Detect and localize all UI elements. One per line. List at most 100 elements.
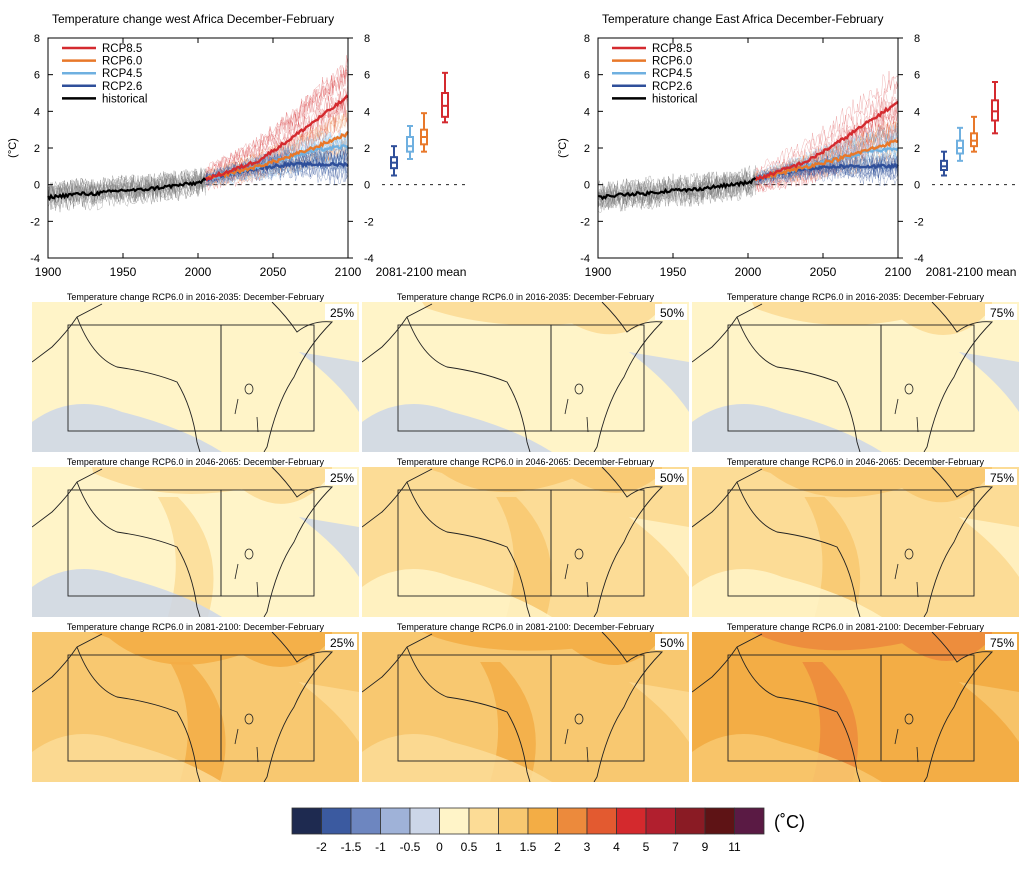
map-percentile-box [325, 469, 357, 485]
ensemble-member-RCP4.5 [205, 148, 349, 187]
map-warmer-band [802, 662, 859, 782]
ensemble-member-RCP4.5 [205, 152, 349, 188]
y-tick-label-right: 0 [364, 180, 370, 192]
map-cooler-coastal-region [362, 569, 552, 617]
map-panel-mid-75: Temperature change RCP6.0 in 2046-2065: … [692, 455, 1019, 617]
map-cooler-coastal-region [692, 404, 882, 452]
map-panel-late-75: Temperature change RCP6.0 in 2081-2100: … [692, 620, 1019, 782]
map-percentile-label: 75% [990, 636, 1014, 650]
y-tick-label: 0 [584, 180, 590, 192]
map-lake-tanganyika [564, 728, 569, 745]
y-tick-label: -2 [580, 216, 590, 228]
map-coastline-west [362, 303, 531, 452]
temperature-colorbar: -2 -1.5 -1 -0.5 0 0.5 1 1.5 2 3 4 5 7 9 11 (˚C) [290, 805, 810, 865]
y-tick-label: 4 [34, 106, 40, 118]
ensemble-member-RCP8.5 [205, 87, 349, 181]
map-lake-tanganyika [234, 728, 239, 745]
map-coastline-west [362, 633, 531, 782]
x-tick-label: 1950 [110, 265, 137, 279]
boxplot-RCP6.0 [970, 115, 978, 153]
x-tick-label: 1900 [585, 265, 612, 279]
x-tick-label: 2000 [185, 265, 212, 279]
map-lake-malawi [256, 746, 259, 763]
map-coastline-west [362, 468, 531, 617]
legend-label: historical [102, 93, 147, 105]
colorbar-swatch [498, 807, 529, 835]
x-tick-label: 1900 [35, 265, 62, 279]
map-lake-malawi [256, 581, 259, 598]
ensemble-member-RCP8.5 [205, 102, 349, 188]
colorbar-swatch [734, 807, 765, 835]
boxplot-RCP8.5 [991, 81, 999, 135]
map-lake-malawi [586, 581, 589, 598]
ensemble-member-RCP2.6 [755, 165, 899, 185]
map-title-strip [692, 290, 1019, 302]
map-title-strip [362, 455, 689, 467]
map-coastline-west [692, 633, 861, 782]
y-tick-label: 4 [584, 106, 590, 118]
ensemble-member-RCP2.6 [205, 159, 349, 185]
map-cooler-coastal-region [32, 734, 222, 782]
map-percentile-label: 50% [660, 471, 684, 485]
legend-label: RCP6.0 [102, 56, 142, 68]
map-panel-early-75: Temperature change RCP6.0 in 2016-2035: … [692, 290, 1019, 452]
ensemble-member-RCP6.0 [755, 146, 899, 188]
ensemble-member-RCP8.5 [205, 65, 349, 175]
ensemble-member-RCP4.5 [755, 152, 899, 186]
colorbar-tick-label: 0.5 [461, 840, 478, 854]
map-lake-victoria [574, 383, 584, 395]
colorbar-tick-label: -1.5 [341, 840, 362, 854]
boxplot-RCP4.5 [406, 125, 414, 160]
map-title-strip [692, 455, 1019, 467]
x-tick-label: 2000 [735, 265, 762, 279]
map-region-east-box [550, 654, 645, 762]
ensemble-member-RCP8.5 [205, 70, 349, 176]
map-lake-victoria [904, 383, 914, 395]
map-lake-victoria [244, 383, 254, 395]
map-warmer-region [422, 302, 662, 335]
map-panel-title: Temperature change RCP6.0 in 2046-2065: … [727, 457, 985, 467]
map-lake-malawi [256, 416, 259, 433]
map-panel-title: Temperature change RCP6.0 in 2016-2035: … [67, 292, 325, 302]
map-percentile-label: 25% [330, 306, 354, 320]
ensemble-member-RCP2.6 [755, 165, 899, 187]
map-region-east-box [550, 324, 645, 432]
map-panel-title: Temperature change RCP6.0 in 2016-2035: … [397, 292, 655, 302]
map-coastline-west [32, 633, 201, 782]
map-panel-mid-50: Temperature change RCP6.0 in 2046-2065: … [362, 455, 689, 617]
legend-label: RCP2.6 [102, 81, 142, 93]
map-lake-tanganyika [564, 563, 569, 580]
boxplot-RCP4.5 [956, 126, 964, 162]
mean-line-historical [47, 177, 207, 202]
x-tick-label: 2100 [335, 265, 362, 279]
ensemble-member-RCP8.5 [205, 70, 349, 178]
west-africa-timeseries-panel: Temperature change west Africa December-… [0, 0, 500, 285]
ensemble-member-RCP8.5 [755, 121, 899, 192]
map-warmer-band [480, 662, 536, 782]
ensemble-member-RCP4.5 [205, 140, 349, 183]
map-percentile-box [325, 634, 357, 650]
ensemble-member-RCP6.0 [205, 113, 349, 178]
boxplot-RCP2.6 [940, 150, 948, 177]
map-percentile-label: 25% [330, 471, 354, 485]
map-percentile-label: 25% [330, 636, 354, 650]
map-coastline-west [32, 303, 201, 452]
ensemble-member-RCP2.6 [755, 156, 899, 181]
map-panel-title: Temperature change RCP6.0 in 2016-2035: … [727, 292, 985, 302]
map-percentile-box [655, 469, 687, 485]
map-lake-malawi [586, 746, 589, 763]
map-percentile-box [985, 304, 1017, 320]
colorbar-swatch [380, 807, 411, 835]
colorbar-tick-label: 9 [702, 840, 709, 854]
ensemble-member-RCP4.5 [205, 129, 349, 180]
mean-line-historical [598, 176, 757, 201]
y-tick-label-right: 6 [914, 70, 920, 82]
map-cooler-coastal-region [692, 569, 882, 617]
map-lake-tanganyika [564, 398, 569, 415]
y-tick-label: 6 [584, 70, 590, 82]
ensemble-member-RCP8.5 [205, 95, 349, 186]
map-lake-malawi [916, 746, 919, 763]
map-title-strip [362, 620, 689, 632]
colorbar-swatch [321, 807, 352, 835]
colorbar-tick-label: 4 [613, 840, 620, 854]
